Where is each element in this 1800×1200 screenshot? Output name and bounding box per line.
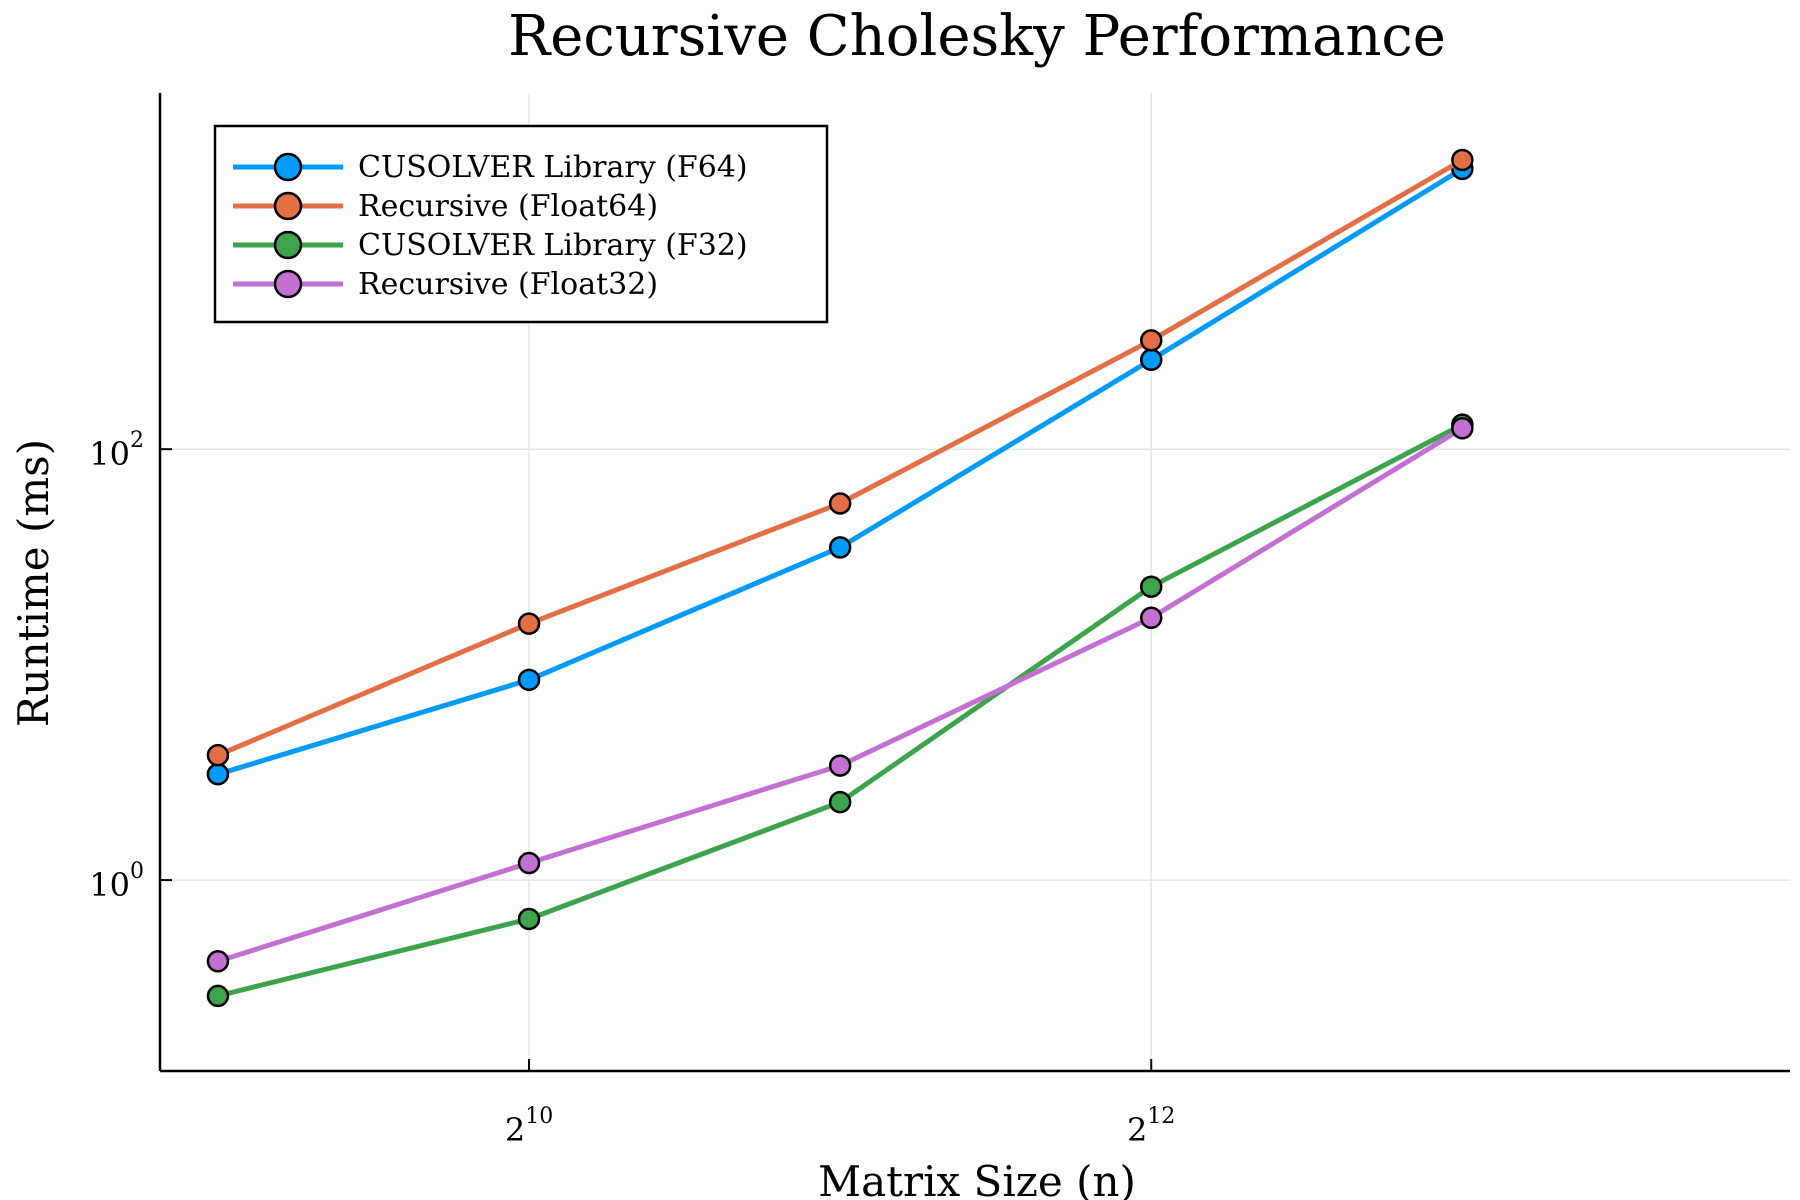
data-point [517, 851, 541, 875]
data-point [828, 492, 852, 515]
y-tick-base: 10 [89, 435, 130, 473]
legend-label: Recursive (Float32) [358, 267, 658, 302]
data-point [828, 536, 852, 559]
legend-label: CUSOLVER Library (F64) [358, 150, 748, 185]
x-axis-label: Matrix Size (n) [818, 1157, 1136, 1200]
data-point [517, 612, 541, 635]
y-axis-label: Runtime (ms) [9, 439, 58, 727]
x-tick-label: 210 [505, 1104, 553, 1149]
data-point [517, 668, 541, 692]
data-point [517, 907, 541, 931]
legend-label: CUSOLVER Library (F32) [358, 228, 748, 263]
legend-item: Recursive (Float32) [233, 267, 658, 302]
series-2 [206, 148, 1474, 767]
data-point [206, 743, 230, 767]
data-point [206, 984, 230, 1008]
legend-item: CUSOLVER Library (F32) [233, 228, 748, 263]
data-point [828, 790, 852, 814]
series-group [206, 148, 1474, 1008]
series-1 [206, 157, 1474, 786]
legend-box [213, 124, 829, 324]
data-point [1139, 329, 1163, 352]
y-tick-label: 102 [89, 428, 144, 473]
data-point [1139, 348, 1163, 372]
y-tick-exponent: 0 [130, 859, 144, 884]
legend: CUSOLVER Library (F64) Recursive (Float64… [213, 124, 829, 324]
legend-label: Recursive (Float64) [358, 189, 658, 224]
x-tick-exponent: 12 [1147, 1104, 1175, 1129]
data-point [1139, 575, 1163, 598]
chart-title: Recursive Cholesky Performance [508, 4, 1446, 69]
x-tick-base: 2 [505, 1111, 525, 1149]
data-point [206, 950, 230, 973]
legend-marker [273, 191, 303, 221]
y-tick-exponent: 2 [130, 428, 144, 453]
x-tick-base: 2 [1127, 1111, 1147, 1149]
legend-marker [273, 152, 303, 182]
legend-item: CUSOLVER Library (F64) [233, 150, 748, 185]
data-point [206, 762, 230, 786]
data-point [1451, 417, 1474, 440]
data-point [1451, 148, 1474, 172]
legend-marker [273, 269, 303, 299]
y-tick-label: 100 [89, 859, 144, 904]
y-tick-base: 10 [89, 866, 130, 904]
legend-marker [273, 230, 303, 260]
data-point [1139, 606, 1163, 630]
legend-item: Recursive (Float64) [233, 189, 658, 224]
series-4 [206, 417, 1474, 973]
x-tick-exponent: 10 [525, 1104, 553, 1129]
data-point [828, 754, 852, 777]
axes [158, 93, 1790, 1073]
x-tick-label: 212 [1127, 1104, 1175, 1149]
